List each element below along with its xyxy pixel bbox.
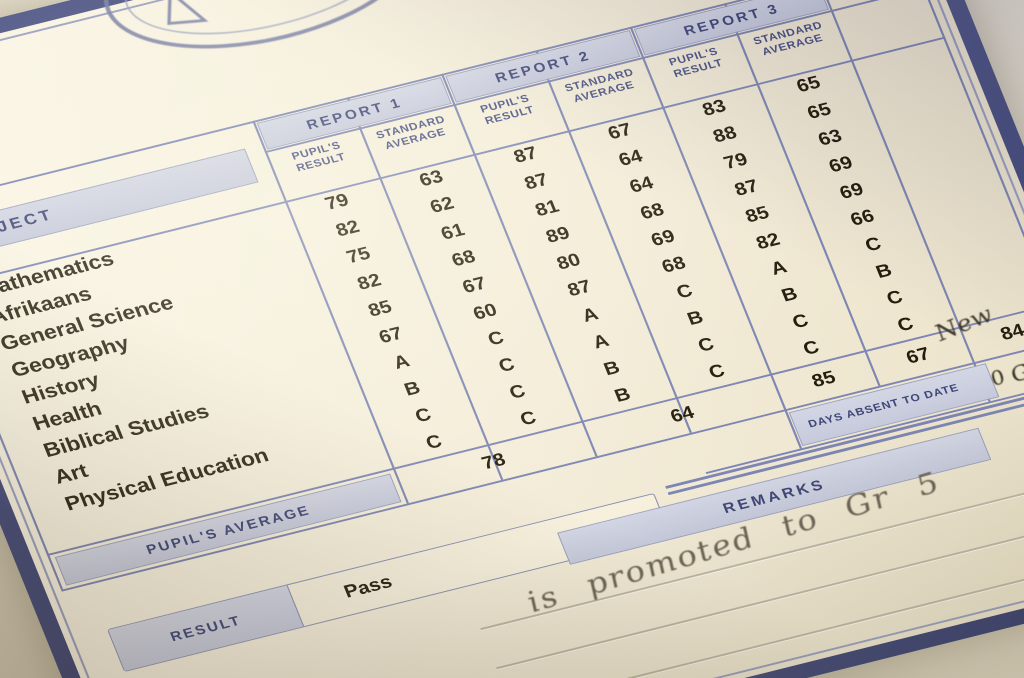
remarks-ruling-line — [511, 543, 1024, 678]
days-absent-annotation: Geo — [1005, 350, 1024, 388]
school-crest-icon — [103, 0, 419, 49]
days-absent-value: 0 — [985, 365, 1010, 391]
